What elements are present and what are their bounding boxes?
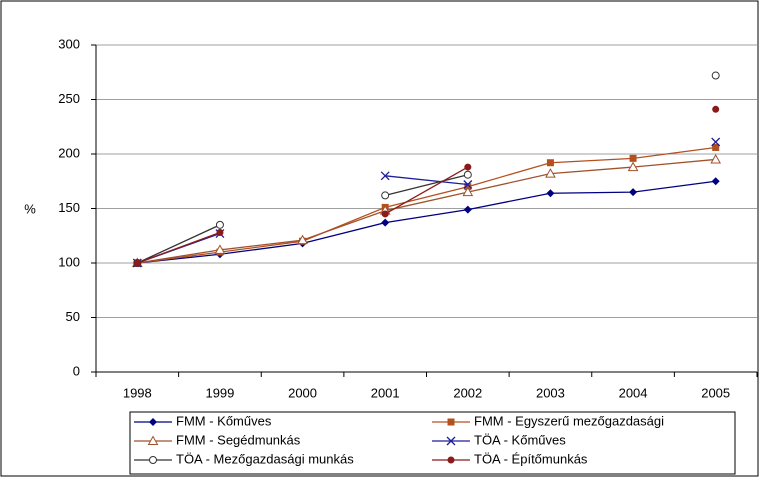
legend-label: FMM - Kőműves	[176, 413, 272, 428]
legend-marker	[149, 418, 157, 426]
marker	[546, 189, 555, 198]
x-tick-label: 2001	[371, 385, 400, 400]
y-axis-label: %	[24, 201, 36, 216]
marker	[133, 259, 141, 267]
marker	[215, 220, 224, 229]
series-line	[137, 158, 716, 264]
legend-label: TÖA - Mezőgazdasági munkás	[176, 451, 354, 466]
legend-marker	[447, 456, 455, 464]
marker	[710, 153, 722, 164]
marker	[712, 105, 720, 113]
marker	[712, 143, 720, 151]
marker	[381, 210, 389, 218]
y-tick-label: 250	[58, 91, 80, 106]
y-tick-label: 100	[58, 254, 80, 269]
marker	[216, 228, 224, 236]
y-tick-label: 300	[58, 36, 80, 51]
marker	[545, 168, 556, 178]
legend-marker	[147, 435, 159, 445]
series-line	[137, 142, 715, 263]
x-tick-label: 2002	[453, 385, 482, 400]
legend-label: FMM - Egyszerű mezőgazdasági	[474, 413, 664, 428]
marker	[627, 161, 639, 172]
marker	[381, 218, 390, 227]
marker	[711, 177, 720, 186]
marker	[711, 71, 720, 80]
series-line	[137, 180, 716, 264]
series-line	[137, 146, 716, 264]
legend-marker	[447, 418, 455, 426]
marker	[297, 234, 308, 245]
legend-label: TÖA - Építőmunkás	[474, 451, 588, 466]
series-line	[137, 109, 715, 263]
y-tick-label: 50	[66, 309, 80, 324]
legend-marker	[446, 436, 456, 446]
marker	[381, 191, 390, 200]
x-tick-label: 2003	[536, 385, 565, 400]
marker	[214, 244, 226, 254]
legend-label: TÖA - Kőműves	[474, 432, 566, 447]
marker	[380, 171, 390, 181]
marker	[463, 205, 472, 214]
x-tick-label: 1998	[123, 385, 152, 400]
marker	[463, 180, 473, 189]
marker	[629, 188, 638, 197]
x-tick-label: 1999	[205, 385, 234, 400]
marker	[464, 163, 472, 171]
legend-marker	[149, 456, 157, 464]
marker	[546, 159, 554, 167]
x-tick-label: 2005	[701, 385, 730, 400]
marker	[711, 137, 721, 147]
marker	[629, 154, 637, 162]
y-tick-label: 200	[58, 145, 80, 160]
y-tick-label: 150	[58, 200, 80, 215]
y-tick-label: 0	[73, 363, 80, 378]
marker	[462, 186, 474, 197]
x-tick-label: 2004	[619, 385, 648, 400]
marker	[463, 170, 472, 179]
legend-label: FMM - Segédmunkás	[176, 432, 301, 447]
x-tick-label: 2000	[288, 385, 317, 400]
